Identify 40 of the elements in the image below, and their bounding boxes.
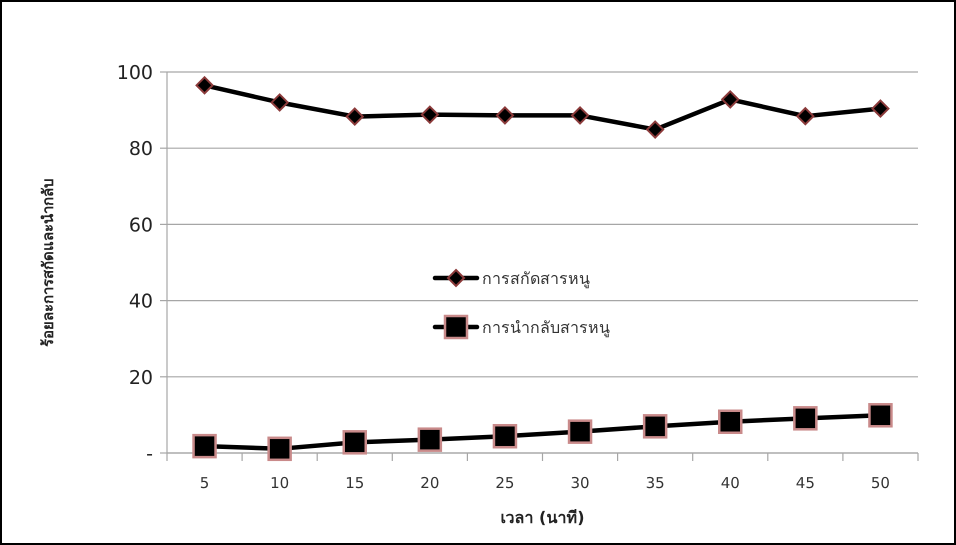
point [342, 430, 367, 455]
y-tick-label: 100 [116, 62, 153, 84]
point [718, 410, 742, 434]
x-tick-label: 30 [570, 474, 590, 492]
x-tick-label: 40 [720, 474, 740, 492]
x-axis-title: เวลา (นาที) [500, 508, 585, 527]
point [571, 106, 590, 124]
x-tick-label: 50 [870, 474, 890, 492]
point [270, 93, 289, 112]
x-tick-label: 10 [270, 474, 290, 492]
point [871, 100, 890, 118]
legend-label: การนำกลับสารหนู [482, 318, 610, 338]
point [496, 106, 514, 124]
point [793, 406, 818, 431]
y-tick-label: 40 [128, 290, 153, 313]
x-tick-label: 20 [420, 474, 440, 492]
point [492, 424, 518, 448]
y-tick-label: 20 [128, 366, 153, 389]
y-tick-label: 60 [128, 214, 153, 236]
y-tick-label: 80 [128, 138, 153, 160]
point [420, 106, 439, 124]
point [646, 120, 664, 139]
point [346, 108, 364, 126]
y-axis-title: ร้อยละการสกัดและนำกลับ [39, 178, 57, 347]
x-tick-label: 25 [495, 474, 514, 492]
legend-label: การสกัดสารหนู [482, 269, 590, 289]
point [796, 107, 814, 126]
point [418, 427, 442, 452]
point [642, 414, 668, 439]
x-tick-label: 15 [345, 474, 364, 492]
point [192, 434, 217, 458]
point [721, 90, 740, 108]
y-tick-label: - [146, 443, 153, 465]
point [196, 76, 214, 94]
point [568, 419, 592, 444]
point [267, 436, 292, 462]
x-tick-label: 45 [796, 474, 815, 492]
x-tick-label: 35 [646, 474, 665, 492]
x-tick-label: 5 [200, 474, 210, 492]
point [868, 403, 893, 428]
